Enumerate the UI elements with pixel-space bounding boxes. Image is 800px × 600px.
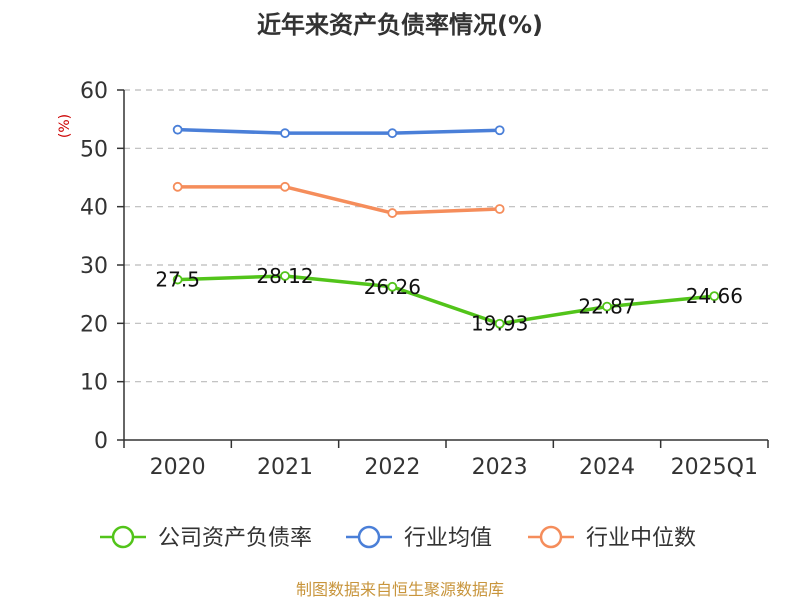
grid-lines — [124, 89, 768, 383]
y-tick-label: 60 — [80, 79, 108, 104]
series-layer — [172, 124, 720, 329]
x-tick-label: 2023 — [472, 455, 528, 480]
data-point — [494, 125, 505, 136]
x-tick-label: 2024 — [579, 455, 635, 480]
data-label: 22.87 — [578, 295, 635, 319]
legend-swatch-marker — [539, 525, 563, 549]
y-tick-label: 10 — [80, 371, 108, 396]
data-point — [280, 271, 290, 281]
y-tick-label: 30 — [80, 254, 108, 279]
data-point — [387, 128, 398, 139]
axes: 0 10 20 30 40 50 60 2020 2021 2022 2023 2024 2025Q1 — [80, 79, 769, 480]
legend: 公司资产负债率 行业均值 行业中位数 — [100, 525, 696, 551]
legend-item: 公司资产负债率 — [100, 525, 312, 551]
data-point — [387, 208, 398, 218]
data-point — [280, 181, 290, 192]
legend-label: 行业中位数 — [586, 526, 696, 551]
data-point — [387, 281, 398, 292]
y-axis-unit-label: (%) — [57, 114, 73, 138]
data-point — [280, 128, 290, 139]
x-tick-label: 2025Q1 — [671, 455, 758, 480]
y-tick-label: 50 — [80, 137, 108, 162]
series-line — [175, 274, 717, 326]
legend-item: 行业均值 — [346, 525, 492, 551]
x-tick-label: 2021 — [257, 455, 313, 480]
source-note: 制图数据来自恒生聚源数据库 — [296, 580, 504, 599]
data-label: 24.66 — [686, 284, 743, 308]
y-tick-label: 20 — [80, 312, 108, 337]
data-point — [172, 124, 183, 135]
data-point — [602, 301, 612, 312]
data-point — [172, 181, 183, 192]
data-label: 27.5 — [155, 268, 200, 292]
data-point — [709, 291, 720, 302]
legend-swatch-marker — [357, 525, 381, 549]
data-point — [172, 274, 183, 285]
data-labels-layer: 27.5 28.12 26.26 19.93 22.87 24.66 — [155, 264, 743, 336]
legend-label: 行业均值 — [404, 526, 492, 551]
x-tick-label: 2020 — [150, 455, 206, 480]
y-tick-label: 0 — [94, 429, 108, 454]
series-line — [175, 185, 502, 215]
series-line — [175, 127, 502, 135]
legend-swatch-marker — [111, 525, 135, 549]
legend-label: 公司资产负债率 — [158, 526, 312, 551]
data-label: 26.26 — [364, 275, 421, 299]
x-tick-label: 2022 — [364, 455, 420, 480]
legend-item: 行业中位数 — [528, 525, 696, 551]
data-label: 19.93 — [471, 312, 528, 336]
chart-title: 近年来资产负债率情况(%) — [257, 11, 543, 39]
data-point — [494, 204, 505, 214]
data-point — [494, 318, 505, 329]
data-label: 28.12 — [256, 264, 313, 288]
y-tick-label: 40 — [80, 196, 108, 221]
